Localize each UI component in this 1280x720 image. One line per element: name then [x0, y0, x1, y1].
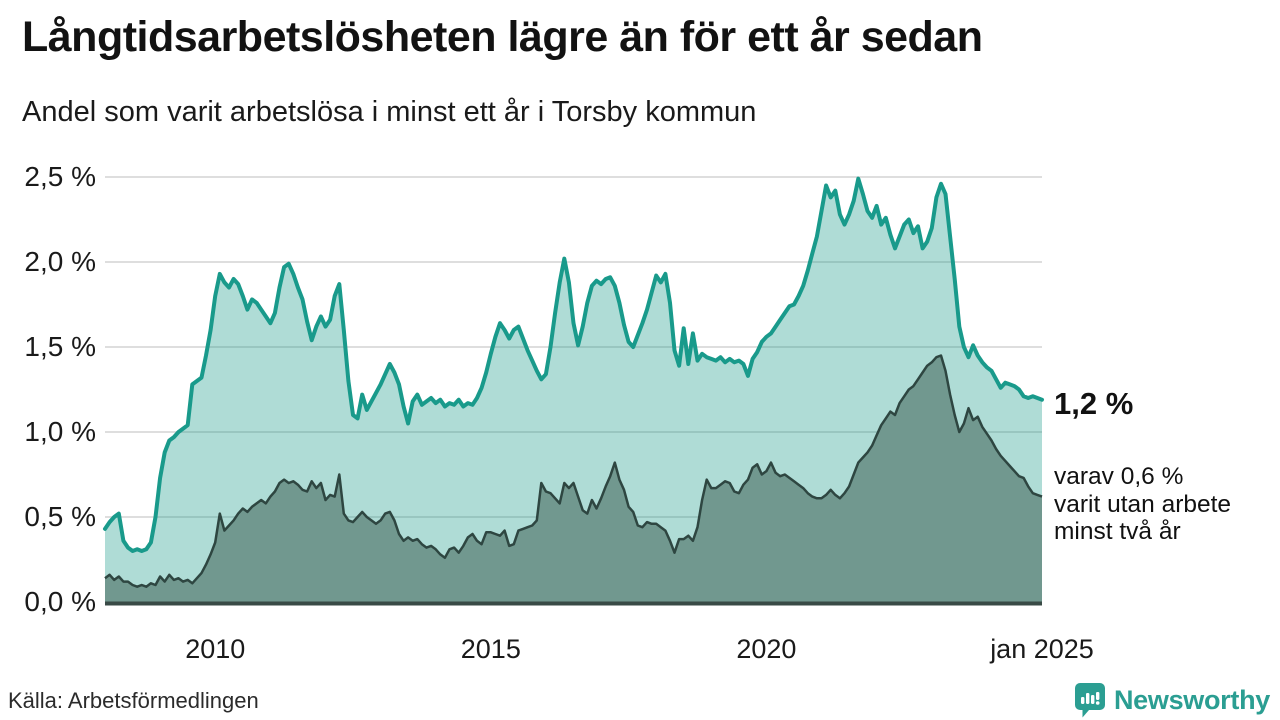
y-tick-label: 0,0 %	[24, 586, 96, 617]
secondary-value-line2: varit utan arbete	[1054, 490, 1232, 518]
line-long-term-unemployment	[103, 176, 1044, 553]
newsworthy-icon	[1074, 683, 1105, 718]
x-tick-label: 2020	[736, 634, 797, 664]
source-note: Källa: Arbetsförmedlingen	[8, 688, 259, 713]
y-tick-label: 2,0 %	[24, 246, 96, 277]
x-tick-label: jan 2025	[990, 634, 1094, 664]
x-tick-label: 2010	[185, 634, 246, 664]
page-title: Långtidsarbetslösheten lägre än för ett …	[22, 13, 983, 61]
y-tick-label: 1,5 %	[24, 331, 96, 362]
secondary-value-line3: minst två år	[1054, 518, 1181, 545]
y-tick-label: 1,0 %	[24, 416, 96, 447]
secondary-value-label: varav 0,6 % varit utan arbete minst två …	[1054, 463, 1274, 546]
y-tick-label: 0,5 %	[24, 501, 96, 532]
line-very-long-term-unemployment	[104, 354, 1043, 588]
newsworthy-wordmark: Newsworthy	[1113, 684, 1270, 715]
secondary-value-line1: varav 0,6 %	[1054, 463, 1184, 490]
x-tick-label: 2015	[460, 634, 521, 664]
chart-subtitle: Andel som varit arbetslösa i minst ett å…	[22, 96, 757, 128]
latest-value-label: 1,2 %	[1054, 386, 1134, 421]
area-very-long-term-unemployment	[105, 355, 1042, 602]
y-tick-label: 2,5 %	[24, 161, 96, 192]
newsworthy-logo: Newsworthy	[1074, 682, 1270, 718]
